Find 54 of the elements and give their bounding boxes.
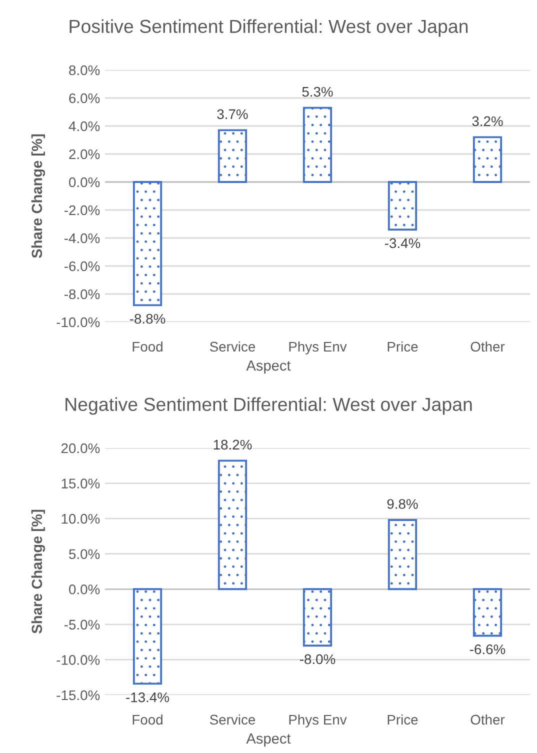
- y-tick-label: 5.0%: [69, 549, 100, 560]
- x-tick-label: Service: [210, 714, 256, 725]
- y-tick-label: 6.0%: [69, 93, 100, 104]
- bar: [388, 181, 418, 231]
- y-tick-label: -2.0%: [64, 205, 100, 216]
- data-label: -13.4%: [126, 692, 170, 702]
- y-tick-label: 0.0%: [69, 584, 100, 594]
- y-tick-label: -5.0%: [64, 620, 100, 630]
- data-label: 5.3%: [302, 86, 333, 97]
- bar: [302, 106, 332, 183]
- y-tick-label: 2.0%: [69, 149, 100, 160]
- data-label: -6.6%: [470, 644, 506, 654]
- data-label: -3.4%: [384, 238, 420, 248]
- data-label: 3.2%: [472, 116, 503, 126]
- y-tick-label: -8.0%: [64, 289, 100, 300]
- y-tick-label: -6.0%: [64, 261, 100, 272]
- x-tick-label: Price: [388, 341, 418, 352]
- bar: [472, 588, 502, 637]
- data-label: 9.8%: [387, 499, 418, 509]
- bar: [132, 588, 162, 685]
- chart-title: Positive Sentiment Differential: West over Japan: [70, 19, 468, 37]
- x-tick-label: Other: [470, 341, 505, 352]
- y-tick-label: -4.0%: [64, 233, 100, 244]
- data-label: -8.0%: [300, 654, 336, 664]
- bar: [132, 181, 162, 306]
- y-tick-label: 8.0%: [69, 65, 100, 76]
- data-label: 18.2%: [214, 440, 252, 450]
- y-tick-label: 0.0%: [69, 177, 100, 188]
- data-label: 3.7%: [217, 109, 248, 120]
- x-tick-label: Food: [132, 714, 162, 725]
- x-tick-label: Phys Env: [289, 714, 347, 728]
- x-axis-title: Aspect: [246, 360, 291, 374]
- x-tick-label: Price: [388, 714, 418, 725]
- data-label: -8.8%: [130, 314, 166, 324]
- y-tick-label: 4.0%: [68, 121, 100, 132]
- x-tick-label: Service: [210, 341, 256, 352]
- y-tick-label: -15.0%: [56, 690, 100, 700]
- y-tick-label: 10.0%: [62, 514, 100, 524]
- y-tick-label: 15.0%: [62, 478, 100, 488]
- y-tick-label: -10.0%: [56, 317, 100, 328]
- bar: [388, 519, 418, 590]
- chart-title: Negative Sentiment Differential: West over Japan: [66, 397, 472, 415]
- y-axis-title: Share Change [%]: [31, 134, 46, 258]
- y-axis-title: Share Change [%]: [31, 510, 46, 634]
- x-axis-title: Aspect: [246, 734, 291, 747]
- y-tick-label: -10.0%: [56, 655, 100, 665]
- y-tick-label: 20.0%: [61, 443, 100, 454]
- x-tick-label: Phys Env: [289, 341, 347, 354]
- bar: [302, 588, 332, 647]
- bar: [218, 129, 248, 183]
- bar: [472, 136, 502, 183]
- x-tick-label: Food: [132, 341, 162, 352]
- x-tick-label: Other: [470, 714, 505, 725]
- bar: [218, 460, 248, 590]
